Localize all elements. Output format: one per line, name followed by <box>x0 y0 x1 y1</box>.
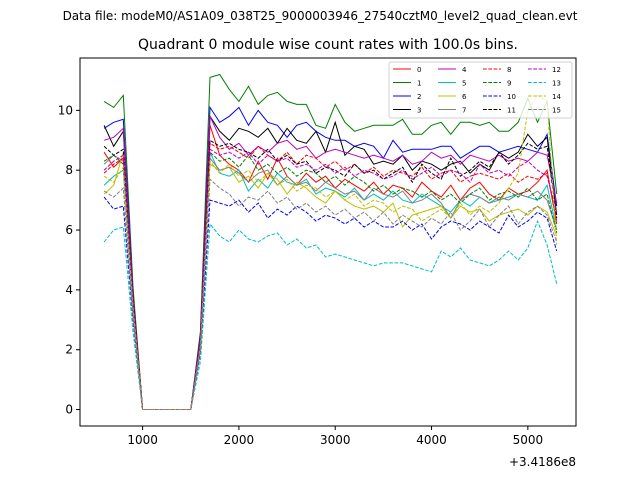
series-line-8 <box>103 142 558 410</box>
series-line-12 <box>103 148 558 410</box>
y-tick-label: 6 <box>65 223 73 237</box>
legend-label-6: 6 <box>462 93 467 101</box>
series-line-10 <box>103 196 558 410</box>
legend-label-10: 10 <box>507 93 516 101</box>
x-tick-label: 5000 <box>513 433 544 447</box>
series-line-11 <box>103 139 558 410</box>
y-tick-label: 8 <box>65 163 73 177</box>
x-axis-ticks: 1000 2000 3000 4000 5000 <box>127 426 543 447</box>
series-line-0 <box>103 125 558 410</box>
y-tick-label: 10 <box>58 103 73 117</box>
series-line-13 <box>103 219 558 410</box>
x-tick-label: 3000 <box>320 433 351 447</box>
legend-label-0: 0 <box>417 66 421 74</box>
series-line-15 <box>103 178 558 410</box>
series-line-5 <box>103 151 558 410</box>
series-line-6 <box>103 152 558 410</box>
plot-frame <box>79 57 577 427</box>
y-axis-ticks: 0 2 4 6 8 10 <box>58 103 80 417</box>
legend-label-13: 13 <box>552 80 561 88</box>
legend-box <box>388 61 573 119</box>
legend-label-8: 8 <box>507 66 511 74</box>
legend-label-1: 1 <box>417 80 421 88</box>
legend-label-3: 3 <box>417 107 421 115</box>
x-tick-label: 4000 <box>416 433 447 447</box>
series-line-14 <box>103 94 558 410</box>
legend-label-2: 2 <box>417 93 421 101</box>
y-tick-label: 0 <box>65 403 73 417</box>
suptitle: Data file: modeM0/AS1A09_038T25_90000039… <box>63 9 578 23</box>
legend-label-14: 14 <box>552 93 561 101</box>
y-tick-label: 2 <box>65 343 73 357</box>
legend-label-15: 15 <box>552 107 561 115</box>
series-line-2 <box>103 105 558 410</box>
x-tick-label: 1000 <box>127 433 158 447</box>
series-line-3 <box>103 114 558 410</box>
y-tick-label: 4 <box>65 283 73 297</box>
x-offset-label: +3.4186e8 <box>509 455 576 469</box>
chart-title: Quadrant 0 module wise count rates with … <box>138 37 518 53</box>
legend-label-12: 12 <box>552 66 561 74</box>
series-layer <box>103 73 558 410</box>
x-tick-label: 2000 <box>224 433 255 447</box>
legend-label-4: 4 <box>462 66 467 74</box>
legend-label-5: 5 <box>462 80 466 88</box>
series-line-1 <box>103 73 558 410</box>
legend-label-9: 9 <box>507 80 511 88</box>
legend-label-7: 7 <box>462 107 466 115</box>
legend-label-11: 11 <box>507 107 516 115</box>
series-line-4 <box>103 116 558 410</box>
series-line-9 <box>103 151 558 410</box>
